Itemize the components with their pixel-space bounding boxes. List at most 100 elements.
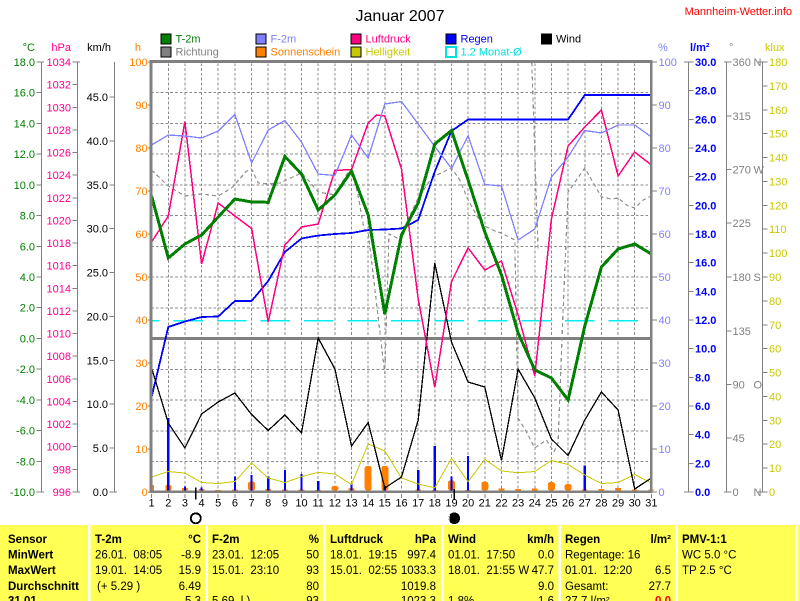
svg-text:18.0: 18.0 [695,229,716,241]
svg-text:O: O [754,380,763,392]
svg-text:18.01. 19:15: 18.01. 19:15 [330,550,397,562]
svg-text:16.0: 16.0 [14,88,35,100]
svg-text:50: 50 [306,550,319,562]
svg-text:110: 110 [769,224,787,236]
svg-text:26.01. 08:05: 26.01. 08:05 [95,550,162,562]
svg-text:Luftdruck: Luftdruck [330,534,384,546]
svg-text:80: 80 [769,296,781,308]
svg-text:klux: klux [765,42,785,54]
svg-text:93: 93 [306,565,319,577]
svg-text:8.0: 8.0 [20,211,35,223]
svg-text:1030: 1030 [47,102,71,114]
svg-text:15: 15 [379,497,391,509]
svg-text:50: 50 [659,272,671,284]
svg-text:24.0: 24.0 [695,143,716,155]
svg-text:1022: 1022 [47,193,71,205]
svg-text:6.49: 6.49 [179,581,201,593]
svg-text:1020: 1020 [47,215,71,227]
svg-text:0.0: 0.0 [538,550,554,562]
svg-text:5.3: 5.3 [185,596,201,601]
svg-text:100: 100 [769,248,787,260]
svg-text:km/h: km/h [527,534,554,546]
svg-text:14.0: 14.0 [695,286,716,298]
svg-text:19.01. 14:05: 19.01. 14:05 [95,565,162,577]
svg-text:90: 90 [135,100,147,112]
svg-text:hPa: hPa [51,42,71,54]
svg-text:15.9: 15.9 [179,565,201,577]
svg-text:30: 30 [135,358,147,370]
svg-text:2: 2 [165,497,171,509]
svg-text:Regen: Regen [461,34,493,46]
svg-text:1006: 1006 [47,374,71,386]
svg-text:35.0: 35.0 [87,180,108,192]
svg-text:180: 180 [769,57,787,69]
svg-text:(+ 5.29 ): (+ 5.29 ) [97,581,140,593]
svg-text:1018: 1018 [47,238,71,250]
svg-text:1033.3: 1033.3 [401,565,436,577]
svg-text:8: 8 [265,497,271,509]
svg-text:°C: °C [188,534,201,546]
svg-text:140: 140 [769,153,787,165]
svg-text:80: 80 [659,143,671,155]
svg-text:0: 0 [733,487,739,499]
svg-text:km/h: km/h [87,42,111,54]
svg-text:70: 70 [135,186,147,198]
svg-text:WC 5.0 °C: WC 5.0 °C [682,550,736,562]
svg-text:315: 315 [733,111,751,123]
svg-text:5.0: 5.0 [93,443,108,455]
svg-text:18: 18 [429,497,441,509]
svg-text:1024: 1024 [47,170,71,182]
svg-text:01.01. 12:20: 01.01. 12:20 [565,565,632,577]
svg-text:Sensor: Sensor [8,534,48,546]
svg-text:16.0: 16.0 [695,258,716,270]
svg-text:225: 225 [733,218,751,230]
svg-text:F-2m: F-2m [271,34,297,46]
svg-text:160: 160 [769,105,787,117]
svg-text:10.0: 10.0 [14,180,35,192]
svg-text:Luftdruck: Luftdruck [366,34,412,46]
svg-text:2.0: 2.0 [695,458,710,470]
svg-text:3: 3 [182,497,188,509]
svg-text:Helligkeit: Helligkeit [366,47,411,59]
svg-text:14: 14 [362,497,374,509]
svg-text:1019.8: 1019.8 [401,581,436,593]
svg-text:01.01. 17:50: 01.01. 17:50 [448,550,515,562]
svg-text:N: N [754,487,762,499]
svg-text:90: 90 [659,100,671,112]
svg-text:%: % [658,42,668,54]
svg-text:30: 30 [769,415,781,427]
svg-text:10: 10 [769,463,781,475]
svg-text:F-2m: F-2m [212,534,239,546]
svg-text:7: 7 [249,497,255,509]
svg-text:Regen: Regen [565,534,600,546]
svg-text:Gesamt:: Gesamt: [565,581,608,593]
svg-text:0.0: 0.0 [93,487,108,499]
svg-text:hPa: hPa [415,534,437,546]
svg-text:120: 120 [769,200,787,212]
svg-text:45: 45 [733,433,745,445]
svg-text:1: 1 [149,497,155,509]
svg-text:20: 20 [769,439,781,451]
svg-text:20: 20 [135,401,147,413]
svg-text:40: 40 [769,391,781,403]
svg-text:26: 26 [562,497,574,509]
svg-text:100: 100 [659,57,677,69]
svg-text:0: 0 [769,487,775,499]
svg-text:-8.9: -8.9 [181,550,201,562]
svg-text:12.0: 12.0 [695,315,716,327]
svg-text:1012: 1012 [47,306,71,318]
svg-text:25: 25 [545,497,557,509]
svg-text:Durchschnitt: Durchschnitt [8,581,79,593]
svg-text:13: 13 [345,497,357,509]
svg-text:W: W [754,165,765,177]
svg-text:15.0: 15.0 [87,355,108,367]
svg-text:5.69 l.): 5.69 l.) [212,596,251,601]
svg-text:Sonnenschein: Sonnenschein [271,47,341,59]
svg-text:31: 31 [645,497,657,509]
svg-text:60: 60 [659,229,671,241]
svg-text:25.0: 25.0 [87,268,108,280]
svg-text:31.01: 31.01 [8,596,37,601]
svg-text:11: 11 [312,497,323,509]
svg-text:12: 12 [329,497,341,509]
svg-text:MinWert: MinWert [8,550,53,562]
